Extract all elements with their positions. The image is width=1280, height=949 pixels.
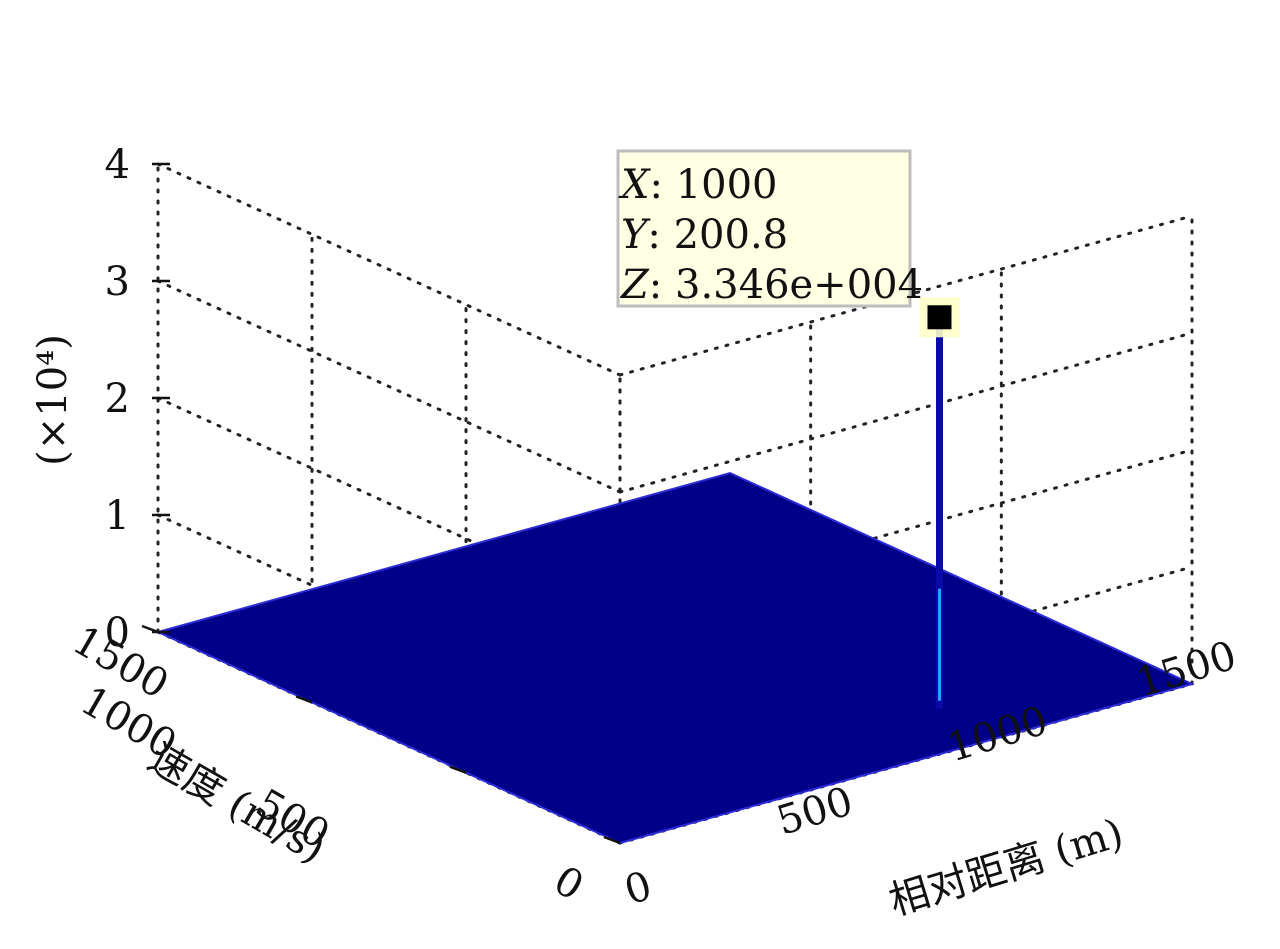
grid-line-left-wall-horizontal	[156, 396, 622, 611]
y-tick-mark	[295, 695, 313, 704]
datatip-z-value: 3.346e+004	[675, 262, 923, 308]
surface-base-plane	[155, 471, 1195, 845]
datatip-x-label: X	[618, 162, 651, 208]
datatip[interactable]: X: 1000 Y: 200.8 Z: 3.346e+004	[616, 149, 923, 308]
z-tick-label: 3	[105, 259, 130, 305]
y-tick-mark	[449, 765, 467, 774]
datatip-z-label: Z	[619, 262, 650, 308]
x-axis-label: 相对距离 (m)	[884, 810, 1129, 925]
datatip-x-line: X: 1000	[618, 162, 777, 208]
datatip-marker	[927, 305, 952, 330]
y-tick-mark	[141, 624, 159, 634]
x-tick-label: 0	[619, 863, 657, 914]
datatip-y-value: 200.8	[674, 212, 789, 258]
y-tick-mark	[603, 835, 621, 845]
datatip-box	[616, 149, 912, 308]
z-tick-label: 1	[105, 493, 130, 539]
grid-line-left-wall-horizontal	[156, 162, 622, 377]
z-axis-label: (×10⁴)	[30, 334, 76, 466]
z-tick-label: 4	[105, 142, 130, 188]
datatip-x-value: 1000	[676, 162, 778, 208]
datatip-z-line: Z: 3.346e+004	[619, 262, 923, 308]
datatip-y-line: Y: 200.8	[621, 212, 788, 258]
x-tick-group: 0	[619, 863, 657, 914]
z-tick-label: 0	[105, 610, 130, 656]
grid-line-left-wall-horizontal	[156, 279, 622, 494]
y-tick-group: 0	[546, 857, 591, 910]
datatip-y-label: Y	[621, 212, 651, 258]
z-tick-label: 2	[105, 376, 130, 422]
x-tick-group: 1500	[1131, 633, 1242, 707]
y-tick-label: 0	[546, 857, 591, 910]
grid-line-right-wall-horizontal	[618, 331, 1194, 494]
x-tick-label: 1500	[1131, 633, 1242, 707]
